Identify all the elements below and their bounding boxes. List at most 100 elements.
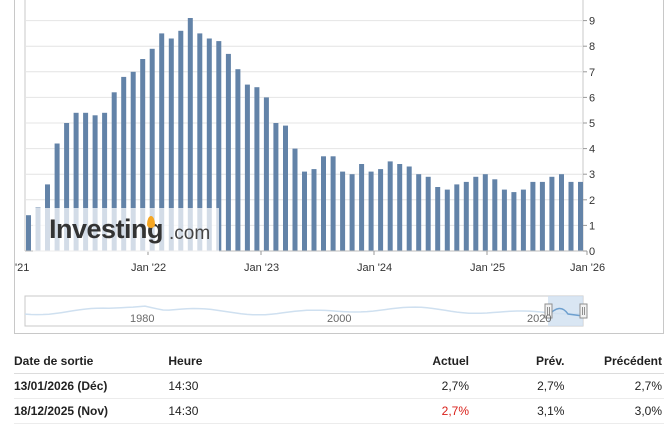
y-tick-label: 7 bbox=[589, 67, 595, 79]
chart-bar bbox=[235, 69, 241, 251]
y-tick-label: 0 bbox=[589, 246, 595, 258]
chart-bar bbox=[444, 189, 450, 251]
chart-bar bbox=[292, 148, 298, 251]
main-bar-chart: 0 1 2 3 4 5 6 7 8 9 '21 Jan '22 Jan '23 Jan '24 Jan '2… bbox=[15, 0, 605, 274]
chart-bar bbox=[340, 171, 346, 251]
chart-bar bbox=[102, 112, 108, 251]
chart-bar bbox=[311, 169, 317, 251]
header-time[interactable]: Heure bbox=[168, 349, 321, 374]
chart-bar bbox=[463, 181, 469, 251]
x-tick-label: '21 bbox=[15, 262, 29, 274]
chart-bar bbox=[159, 33, 165, 252]
chart-bar bbox=[92, 115, 98, 251]
chart-bar bbox=[511, 192, 517, 251]
cell-previous: 3,0% bbox=[564, 398, 664, 424]
chart-bar bbox=[368, 171, 374, 251]
cell-release-date: 13/01/2026 (Déc) bbox=[14, 373, 169, 399]
navigator-left-handle[interactable] bbox=[544, 303, 553, 319]
x-tick-label: Jan '26 bbox=[570, 262, 605, 274]
cell-actual: 2,7% bbox=[320, 373, 469, 399]
x-tick-label: Jan '22 bbox=[131, 262, 166, 274]
chart-bar bbox=[149, 48, 155, 251]
watermark-flame-icon bbox=[147, 216, 155, 228]
chart-bar bbox=[454, 184, 460, 251]
x-tick-label: Jan '23 bbox=[244, 262, 279, 274]
cell-previous: 2,7% bbox=[564, 373, 664, 399]
chart-frame: 0 1 2 3 4 5 6 7 8 9 '21 Jan '22 Jan '23 Jan '24 Jan '2… bbox=[14, 0, 664, 334]
chart-bar bbox=[83, 112, 89, 251]
chart-bar bbox=[397, 164, 403, 251]
navigator-track bbox=[24, 295, 584, 327]
chart-bar bbox=[473, 176, 479, 251]
table-header-row: Date de sortie Heure Actuel Prév. Précéd… bbox=[14, 349, 664, 374]
chart-bar bbox=[492, 179, 498, 251]
chart-bar bbox=[416, 174, 422, 251]
chart-bar bbox=[330, 156, 336, 251]
chart-bar bbox=[244, 84, 250, 251]
chart-bar bbox=[225, 53, 231, 252]
chart-bar bbox=[130, 71, 136, 251]
range-navigator[interactable]: 1980 2000 2020 bbox=[15, 0, 665, 334]
y-tick-label: 9 bbox=[589, 16, 595, 28]
header-previous[interactable]: Précédent bbox=[564, 349, 664, 374]
chart-bar bbox=[559, 174, 564, 251]
chart-bar bbox=[263, 97, 269, 252]
y-tick-label: 2 bbox=[589, 195, 595, 207]
header-actual[interactable]: Actuel bbox=[320, 349, 469, 374]
chart-bar bbox=[140, 59, 146, 251]
chart-bar bbox=[64, 123, 70, 251]
chart-bar bbox=[111, 92, 117, 251]
chart-bar bbox=[568, 181, 574, 251]
cell-actual: 2,7% bbox=[320, 398, 469, 424]
watermark-word: Investing bbox=[49, 214, 164, 244]
chart-bar bbox=[178, 30, 184, 251]
chart-bar bbox=[549, 176, 555, 251]
y-tick-label: 5 bbox=[589, 118, 595, 130]
cell-forecast: 3,1% bbox=[469, 398, 565, 424]
chart-bar bbox=[121, 76, 127, 252]
navigator-year-label: 2020 bbox=[527, 313, 551, 325]
cell-time: 14:30 bbox=[168, 398, 321, 424]
header-forecast[interactable]: Prév. bbox=[469, 349, 565, 374]
y-tick-label: 4 bbox=[589, 144, 595, 156]
chart-bar bbox=[539, 181, 545, 251]
investing-watermark: Investing .com bbox=[33, 208, 219, 252]
chart-bar bbox=[206, 38, 212, 251]
chart-bar bbox=[349, 174, 355, 251]
chart-bar bbox=[187, 18, 193, 251]
chart-bar bbox=[168, 38, 174, 251]
navigator-year-label: 1980 bbox=[130, 313, 154, 325]
chart-bar bbox=[216, 41, 222, 251]
chart-bar bbox=[283, 125, 288, 251]
chart-bar bbox=[273, 123, 279, 251]
chart-bar bbox=[197, 33, 203, 252]
table-row: 13/01/2026 (Déc) 14:30 2,7% 2,7% 2,7% bbox=[14, 373, 664, 399]
chart-bar bbox=[73, 112, 79, 251]
header-release-date[interactable]: Date de sortie bbox=[14, 349, 169, 374]
chart-bar bbox=[387, 161, 393, 251]
chart-bar bbox=[321, 156, 326, 251]
chart-bar bbox=[482, 174, 488, 251]
chart-bar bbox=[302, 171, 307, 251]
navigator-right-handle[interactable] bbox=[579, 303, 588, 319]
cell-forecast: 2,7% bbox=[469, 373, 565, 399]
chart-bar bbox=[254, 87, 260, 251]
chart-bar bbox=[54, 143, 60, 251]
cell-release-date: 18/12/2025 (Nov) bbox=[14, 398, 169, 424]
y-tick-label: 3 bbox=[589, 169, 595, 181]
chart-bar bbox=[520, 189, 526, 251]
y-tick-label: 1 bbox=[589, 220, 595, 232]
release-history-table: Date de sortie Heure Actuel Prév. Précéd… bbox=[14, 349, 664, 424]
chart-bar bbox=[378, 169, 384, 251]
y-tick-label: 6 bbox=[589, 92, 595, 104]
chart-bar bbox=[435, 187, 441, 251]
chart-bar bbox=[530, 181, 536, 251]
chart-bar bbox=[578, 181, 583, 251]
x-tick-label: Jan '24 bbox=[357, 262, 392, 274]
x-tick-label: Jan '25 bbox=[470, 262, 505, 274]
chart-bar bbox=[406, 166, 412, 251]
chart-bar bbox=[359, 164, 365, 251]
navigator-year-label: 2000 bbox=[327, 313, 351, 325]
y-tick-label: 8 bbox=[589, 41, 595, 53]
watermark-suffix: .com bbox=[169, 223, 211, 244]
